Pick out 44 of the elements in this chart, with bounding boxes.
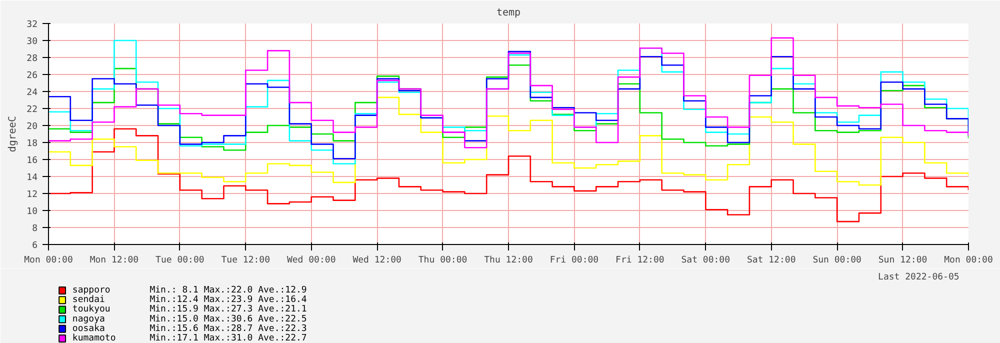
y-tick-label: 12 (26, 190, 38, 200)
y-tick-label: 16 (26, 156, 38, 166)
x-tick-label: Mon 12:00 (90, 256, 139, 266)
x-tick-label: Tue 00:00 (156, 256, 204, 266)
y-tick-label: 6 (32, 241, 38, 251)
y-tick-label: 14 (26, 173, 38, 183)
x-tick-label: Fri 12:00 (616, 256, 664, 266)
y-tick-label: 28 (26, 54, 38, 64)
x-tick-label: Sat 00:00 (681, 256, 730, 266)
legend-label: oosaka (72, 324, 105, 334)
y-tick-label: 8 (32, 224, 38, 234)
x-tick-label: Sat 12:00 (746, 256, 796, 266)
x-tick-label: Wed 00:00 (286, 256, 336, 266)
text: Min.:15.0 Max.:30.6 Ave.:22.5 (150, 314, 307, 324)
x-tick-label: Mon 00:00 (944, 256, 993, 266)
x-tick-label: Sun 00:00 (812, 256, 862, 266)
legend-label: toukyou (72, 304, 110, 315)
text: Min.:15.6 Max.:28.7 Ave.:22.3 (150, 324, 307, 334)
legend-label: kumamoto (72, 334, 116, 343)
legend-label: sendai (72, 295, 105, 306)
y-tick-label: 24 (26, 88, 38, 98)
x-tick-label: Thu 00:00 (418, 256, 468, 266)
x-tick-label: Tue 12:00 (221, 256, 270, 266)
y-tick-label: 20 (26, 122, 38, 132)
x-tick-label: Sun 12:00 (878, 256, 928, 266)
x-tick-label: Thu 12:00 (484, 256, 533, 266)
y-tick-label: 32 (26, 20, 38, 30)
x-tick-label: Wed 12:00 (352, 256, 402, 266)
text: Min.:12.4 Max.:23.9 Ave.:16.4 (150, 295, 307, 306)
text: Min.:17.1 Max.:31.0 Ave.:22.7 (150, 334, 307, 343)
legend-label: sapporo (72, 286, 110, 296)
x-tick-label: Mon 00:00 (24, 256, 73, 266)
text: Last 2022-06-05 (878, 272, 960, 282)
text: Min.:15.9 Max.:27.3 Ave.:21.1 (150, 304, 307, 315)
chart-title: temp (496, 8, 521, 18)
y-tick-label: 22 (26, 105, 38, 115)
legend-label: nagoya (72, 314, 105, 324)
y-axis-title: dgreeC (8, 116, 19, 152)
y-tick-label: 26 (26, 71, 38, 81)
y-tick-label: 30 (26, 37, 38, 47)
y-tick-label: 10 (26, 207, 38, 217)
text: Min.: 8.1 Max.:22.0 Ave.:12.9 (150, 286, 307, 296)
y-tick-label: 18 (26, 139, 38, 149)
x-tick-label: Fri 00:00 (550, 256, 599, 266)
